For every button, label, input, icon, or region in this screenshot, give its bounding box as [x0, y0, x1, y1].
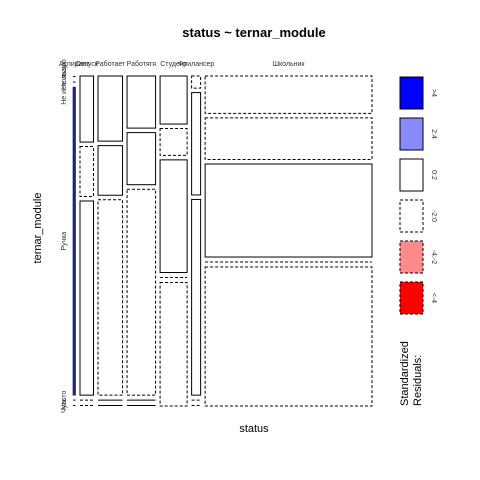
- mosaic-tile: [204, 163, 373, 258]
- x-tick-label: Работает: [95, 60, 126, 68]
- legend-label: 2:4: [430, 129, 437, 139]
- y-tick-label: Чуть: [61, 398, 68, 413]
- legend-label: -2:0: [430, 210, 437, 222]
- y-tick-label: Не знаю: [61, 63, 68, 90]
- mosaic-tile: [126, 75, 157, 129]
- chart-title: status ~ ternar_module: [182, 25, 325, 40]
- x-tick-label: Фрилансер: [178, 61, 214, 68]
- legend-swatch--4-2: [399, 240, 424, 274]
- mosaic-tile: [159, 128, 188, 156]
- y-tick-label: Часто: [61, 390, 68, 409]
- legend-swatch--2-0: [399, 199, 424, 233]
- mosaic-tile: [159, 281, 188, 407]
- mosaic-tile: [191, 92, 202, 196]
- legend: >4 2:4 0:2 -2:0 -4:-2 <-4: [399, 76, 437, 315]
- mosaic-tile: [159, 75, 188, 125]
- mosaic-tile: [204, 117, 373, 161]
- mosaic-tile: [97, 145, 124, 196]
- x-tick-label: Студент: [160, 61, 187, 68]
- y-tick-label: Не использую: [61, 59, 68, 104]
- legend-label: 0:2: [430, 170, 437, 180]
- x-tick-label: Школьник: [273, 61, 306, 68]
- x-axis-label: status: [239, 423, 269, 435]
- legend-swatch--4: [399, 281, 424, 315]
- legend-swatch--4: [399, 76, 424, 110]
- y-tick-label: Ручка: [61, 232, 68, 251]
- mosaic-tile: [204, 75, 373, 114]
- mosaic-tile: [126, 132, 157, 186]
- mosaic-tile: [97, 199, 124, 396]
- mosaic-tile: [191, 198, 202, 396]
- legend-label: -4:-2: [430, 250, 437, 265]
- mosaic-tile: [204, 266, 373, 407]
- legend-swatch-2-4: [399, 117, 424, 151]
- x-tick-label: Аспирант: [59, 61, 91, 68]
- x-tick-label: Отпуск: [76, 61, 99, 68]
- legend-label: <-4: [430, 293, 437, 303]
- mosaic-tiles: [72, 75, 373, 407]
- legend-title: StandardizedResiduals:: [399, 341, 424, 406]
- legend-label: >4: [430, 89, 437, 97]
- x-tick-label: Работягя: [127, 60, 157, 68]
- mosaic-tile: [159, 159, 188, 274]
- mosaic-tile: [79, 75, 95, 143]
- legend-swatch-0-2: [399, 158, 424, 192]
- mosaic-tile: [72, 86, 76, 396]
- mosaic-tile: [97, 75, 124, 142]
- y-axis-label: ternar_module: [32, 193, 44, 264]
- mosaic-tile: [191, 75, 202, 89]
- mosaic-tile: [79, 200, 95, 396]
- mosaic-tile: [79, 146, 95, 197]
- mosaic-tile: [126, 188, 157, 396]
